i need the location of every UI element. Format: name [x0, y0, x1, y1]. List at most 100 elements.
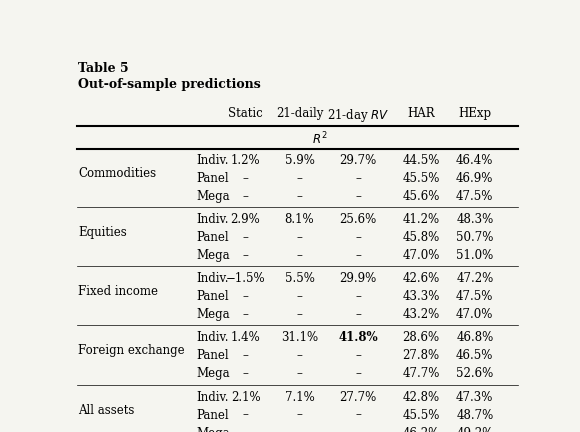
Text: –: – [355, 231, 361, 244]
Text: Indiv.: Indiv. [196, 213, 229, 226]
Text: Mega: Mega [196, 190, 230, 203]
Text: Indiv.: Indiv. [196, 272, 229, 285]
Text: 21-daily: 21-daily [276, 107, 323, 120]
Text: –: – [296, 172, 302, 185]
Text: HExp: HExp [458, 107, 491, 120]
Text: −1.5%: −1.5% [226, 272, 266, 285]
Text: –: – [242, 409, 248, 422]
Text: –: – [242, 249, 248, 262]
Text: Equities: Equities [78, 226, 126, 239]
Text: 45.8%: 45.8% [403, 231, 440, 244]
Text: 27.8%: 27.8% [403, 349, 440, 362]
Text: 41.8%: 41.8% [338, 331, 378, 344]
Text: Mega: Mega [196, 249, 230, 262]
Text: 46.8%: 46.8% [456, 331, 494, 344]
Text: Panel: Panel [196, 409, 229, 422]
Text: Indiv.: Indiv. [196, 391, 229, 403]
Text: 7.1%: 7.1% [285, 391, 314, 403]
Text: –: – [296, 290, 302, 303]
Text: 44.5%: 44.5% [402, 154, 440, 167]
Text: Panel: Panel [196, 290, 229, 303]
Text: –: – [296, 231, 302, 244]
Text: $R^2$: $R^2$ [312, 130, 328, 147]
Text: –: – [242, 231, 248, 244]
Text: Panel: Panel [196, 172, 229, 185]
Text: Indiv.: Indiv. [196, 331, 229, 344]
Text: Mega: Mega [196, 367, 230, 380]
Text: 31.1%: 31.1% [281, 331, 318, 344]
Text: –: – [355, 349, 361, 362]
Text: 29.9%: 29.9% [339, 272, 376, 285]
Text: Panel: Panel [196, 231, 229, 244]
Text: –: – [242, 426, 248, 432]
Text: 41.2%: 41.2% [403, 213, 440, 226]
Text: Commodities: Commodities [78, 167, 156, 180]
Text: Foreign exchange: Foreign exchange [78, 344, 184, 357]
Text: –: – [296, 409, 302, 422]
Text: 29.7%: 29.7% [339, 154, 376, 167]
Text: 2.9%: 2.9% [231, 213, 260, 226]
Text: Indiv.: Indiv. [196, 154, 229, 167]
Text: Table 5: Table 5 [78, 62, 129, 75]
Text: 51.0%: 51.0% [456, 249, 494, 262]
Text: 45.5%: 45.5% [402, 172, 440, 185]
Text: Panel: Panel [196, 349, 229, 362]
Text: –: – [355, 190, 361, 203]
Text: 8.1%: 8.1% [285, 213, 314, 226]
Text: –: – [242, 367, 248, 380]
Text: –: – [355, 172, 361, 185]
Text: 47.3%: 47.3% [456, 391, 494, 403]
Text: 45.5%: 45.5% [402, 409, 440, 422]
Text: –: – [242, 308, 248, 321]
Text: HAR: HAR [407, 107, 434, 120]
Text: –: – [242, 172, 248, 185]
Text: 47.7%: 47.7% [402, 367, 440, 380]
Text: 1.4%: 1.4% [231, 331, 260, 344]
Text: –: – [296, 426, 302, 432]
Text: 47.5%: 47.5% [456, 190, 494, 203]
Text: 43.3%: 43.3% [402, 290, 440, 303]
Text: –: – [296, 349, 302, 362]
Text: 21-day $\mathit{RV}$: 21-day $\mathit{RV}$ [327, 107, 389, 124]
Text: –: – [355, 426, 361, 432]
Text: 5.5%: 5.5% [285, 272, 314, 285]
Text: 25.6%: 25.6% [339, 213, 376, 226]
Text: 49.2%: 49.2% [456, 426, 494, 432]
Text: –: – [296, 367, 302, 380]
Text: 45.6%: 45.6% [402, 190, 440, 203]
Text: 43.2%: 43.2% [403, 308, 440, 321]
Text: –: – [355, 290, 361, 303]
Text: 46.5%: 46.5% [456, 349, 494, 362]
Text: 5.9%: 5.9% [285, 154, 314, 167]
Text: –: – [355, 249, 361, 262]
Text: 28.6%: 28.6% [403, 331, 440, 344]
Text: Fixed income: Fixed income [78, 285, 158, 298]
Text: –: – [296, 308, 302, 321]
Text: 42.8%: 42.8% [403, 391, 440, 403]
Text: 27.7%: 27.7% [339, 391, 376, 403]
Text: 48.3%: 48.3% [456, 213, 494, 226]
Text: –: – [296, 190, 302, 203]
Text: 42.6%: 42.6% [403, 272, 440, 285]
Text: –: – [242, 290, 248, 303]
Text: 46.9%: 46.9% [456, 172, 494, 185]
Text: –: – [242, 190, 248, 203]
Text: –: – [242, 349, 248, 362]
Text: Out-of-sample predictions: Out-of-sample predictions [78, 78, 260, 91]
Text: 47.5%: 47.5% [456, 290, 494, 303]
Text: –: – [355, 367, 361, 380]
Text: All assets: All assets [78, 403, 134, 416]
Text: 47.2%: 47.2% [456, 272, 494, 285]
Text: 52.6%: 52.6% [456, 367, 494, 380]
Text: 47.0%: 47.0% [402, 249, 440, 262]
Text: 47.0%: 47.0% [456, 308, 494, 321]
Text: 46.2%: 46.2% [403, 426, 440, 432]
Text: –: – [355, 409, 361, 422]
Text: 2.1%: 2.1% [231, 391, 260, 403]
Text: Static: Static [228, 107, 263, 120]
Text: –: – [296, 249, 302, 262]
Text: 50.7%: 50.7% [456, 231, 494, 244]
Text: Mega: Mega [196, 426, 230, 432]
Text: 48.7%: 48.7% [456, 409, 494, 422]
Text: 1.2%: 1.2% [231, 154, 260, 167]
